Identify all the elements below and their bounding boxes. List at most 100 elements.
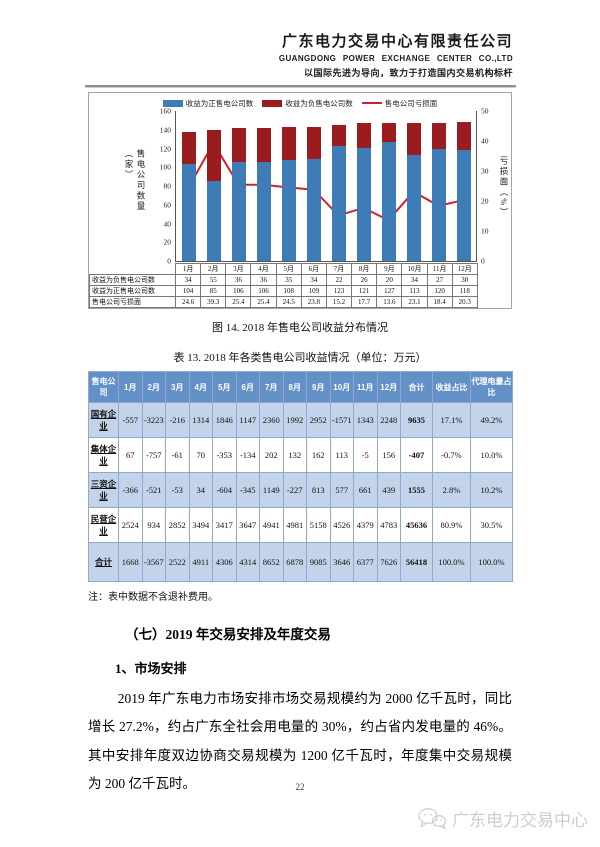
bar-negative-count (281, 126, 296, 160)
axis-tick-label: 40 (163, 219, 172, 228)
axis-tick-label: 140 (159, 125, 171, 135)
income-table-cell: -345 (235, 472, 260, 508)
income-table-row: 三资企业 -366 -521 -53 34 -604 -345 1149 -227 813 577 6… (88, 472, 513, 508)
income-table-cell: 661 (353, 472, 378, 508)
income-table-cell: 70 (188, 437, 213, 473)
legend-bar-swatch (162, 99, 183, 107)
chart-table-month-header: 7月 (325, 263, 353, 275)
axis-tick-label: 60 (163, 200, 172, 210)
footer-watermark: 广东电力交易中心 (417, 806, 588, 831)
chart-table-cell: 24.5 (275, 296, 302, 308)
watermark-text: 广东电力交易中心 (452, 811, 588, 830)
income-table-cell: 80.9% (432, 507, 471, 543)
page-header: 广东电力交易中心有限责任公司 GUANGDONG POWER EXCHANGE … (88, 30, 513, 79)
chart-table-cell: 17.7 (351, 296, 378, 308)
bar-negative-count (206, 129, 221, 182)
income-table-header: 3月 (165, 371, 190, 403)
bar-negative-count (356, 123, 371, 148)
axis-tick-label: 80 (163, 181, 172, 191)
income-table-cell: 56418 (400, 542, 433, 582)
section-heading: （七）2019 年交易安排及年度交易 (125, 627, 331, 642)
chart-table-cell: 34 (300, 274, 327, 286)
axis-tick-label: 40 (481, 136, 489, 146)
income-table-header: 4月 (188, 371, 213, 403)
income-table-cell: -557 (118, 402, 143, 438)
income-table-header: 12月 (376, 371, 401, 403)
legend-item: 售电公司亏损面 (361, 98, 437, 109)
income-table-cell: 3494 (188, 507, 213, 543)
bar-negative-count (431, 123, 446, 149)
axis-tick-label: 10 (481, 226, 489, 236)
chart-table-cell: 23.8 (300, 296, 327, 308)
income-table-row-label: 民营企业 (88, 507, 119, 543)
chart-plot-area (175, 111, 477, 262)
income-table-cell: 2360 (259, 402, 284, 438)
bar-positive-count (456, 150, 471, 261)
income-table-cell: -1571 (329, 402, 354, 438)
chart-table-cell: 34 (174, 274, 202, 286)
legend-line-swatch (361, 102, 382, 104)
income-table-cell: 162 (306, 437, 331, 473)
right-axis: 0 10 20 30 40 50 亏损面（%） (477, 107, 511, 266)
legend-item: 收益为负售电公司数 (262, 98, 353, 109)
income-table-cell: 813 (306, 472, 331, 508)
income-table-cell: 7626 (376, 542, 401, 582)
income-table-cell: -366 (118, 472, 143, 508)
income-table-cell: 113 (329, 437, 354, 473)
chart-table-month-header: 5月 (275, 263, 302, 275)
income-table-cell: 2852 (165, 507, 190, 543)
bar-negative-count (231, 127, 246, 162)
chart-table-cell: 35 (275, 274, 302, 286)
chart-table-month-header: 1月 (174, 263, 202, 275)
income-table-cell: 5158 (306, 507, 331, 543)
chart-table-cell: 30 (451, 274, 478, 286)
income-table-cell: 6878 (282, 542, 307, 582)
chart-table-cell: 23.1 (401, 296, 428, 308)
income-table-cell: 100.0% (470, 542, 513, 582)
chart-table-cell: 104 (174, 285, 202, 297)
chart-table-month-header: 11月 (426, 263, 453, 275)
income-table-cell: -61 (165, 437, 190, 473)
bar-positive-count (256, 161, 271, 261)
bar-negative-count (331, 125, 346, 146)
income-table-row-label: 国有企业 (88, 402, 119, 438)
income-table-header: 10月 (329, 371, 354, 403)
income-table-cell: -216 (165, 402, 190, 438)
chart-table-cell: 106 (225, 285, 252, 297)
chart-table-cell: 36 (225, 274, 252, 286)
left-axis-title: 售电公司数量（家） (124, 149, 146, 212)
income-table-cell: 34 (188, 472, 213, 508)
income-table-row-label: 集体企业 (88, 437, 119, 473)
income-table-cell: 17.1% (432, 402, 471, 438)
chart-table-cell: 34 (401, 274, 428, 286)
company-slogan: 以国际先进为导向，致力于打造国内交易机构标杆 (303, 68, 513, 78)
chart-table-cell: 18.4 (426, 296, 453, 308)
income-table-cell: 202 (259, 437, 284, 473)
income-table-header: 2月 (141, 371, 166, 403)
axis-tick-label: 50 (481, 106, 489, 116)
revenue-distribution-chart: 收益为正售电公司数 收益为负售电公司数 售电公司亏损面 售电公司数量（家） 0 20 4… (88, 92, 512, 309)
chart-table-cell: 26 (351, 274, 378, 286)
income-table-cell: 30.5% (470, 507, 513, 543)
income-table-header: 7月 (259, 371, 284, 403)
axis-tick-label: 0 (167, 256, 171, 266)
income-table-header: 6月 (235, 371, 260, 403)
chart-table-row-label: 售电公司亏损面 (89, 296, 176, 308)
income-table-cell: 2524 (118, 507, 143, 543)
company-name-cn: 广东电力交易中心有限责任公司 (281, 33, 513, 50)
income-table-cell: 4306 (212, 542, 237, 582)
subsection-heading: 1、市场安排 (115, 661, 187, 676)
chart-table-cell: 118 (451, 285, 478, 297)
income-table-cell: 2248 (376, 402, 401, 438)
chart-table-row-label: 收益为负售电公司数 (89, 274, 176, 286)
income-table-cell: 8652 (259, 542, 284, 582)
income-table-cell: -757 (141, 437, 166, 473)
income-table-cell: -604 (212, 472, 237, 508)
chart-table-cell: 25.4 (250, 296, 277, 308)
income-table-cell: 4981 (282, 507, 307, 543)
bar-positive-count (431, 148, 446, 261)
income-table-cell: 1147 (235, 402, 260, 438)
bar-positive-count (306, 158, 321, 261)
income-table-cell: 132 (282, 437, 307, 473)
